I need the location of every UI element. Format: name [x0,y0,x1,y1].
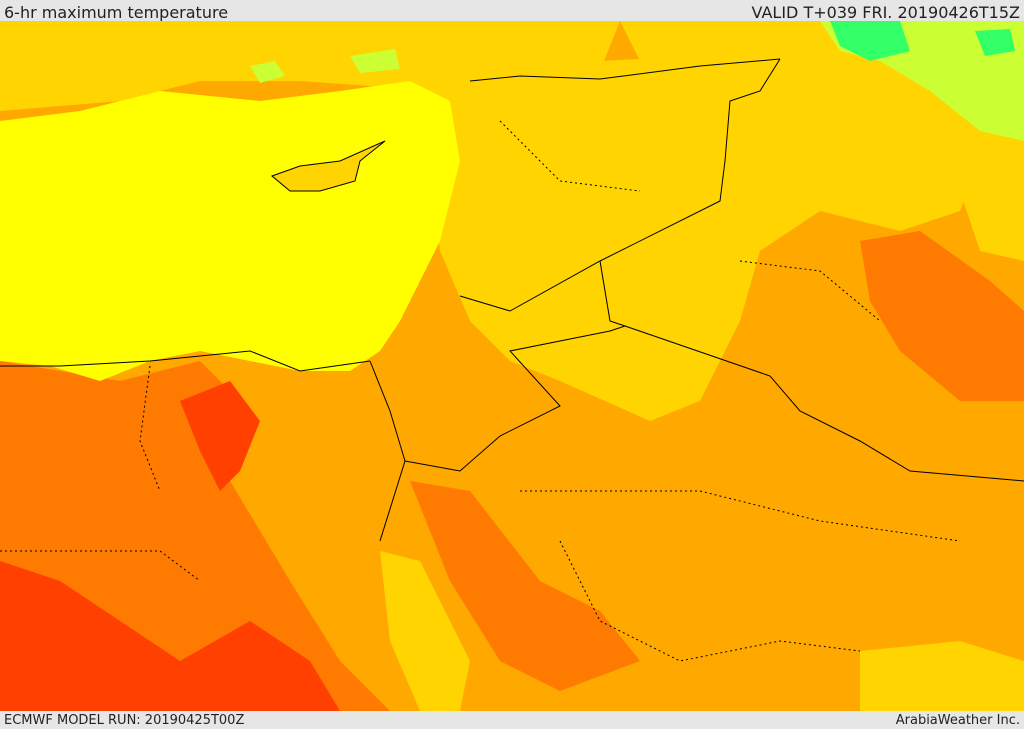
mediterranean-sea [0,81,460,381]
cold-patch-2 [975,29,1015,56]
temperature-map[interactable] [0,21,1024,711]
warm-zone-north [420,51,980,421]
very-hot-redsea [410,481,640,691]
cool-patch-2 [350,49,400,73]
map-title: 6-hr maximum temperature [4,3,229,22]
cyprus-island [271,140,386,192]
extreme-nile [180,381,260,491]
warm-southeast [860,641,1024,711]
cool-patch-1 [250,61,285,83]
footer-bar: ECMWF MODEL RUN: 20190425T00Z ArabiaWeat… [0,711,1024,729]
map-canvas [0,21,1024,711]
warm-redsea-east [380,551,470,711]
cold-patch-1 [830,21,910,61]
country-borders [0,58,1024,542]
province-borders [0,120,961,662]
extreme-south [0,561,340,711]
header-bar: 6-hr maximum temperature VALID T+039 FRI… [0,0,1024,22]
model-run-label: ECMWF MODEL RUN: 20190425T00Z [4,713,245,728]
valid-time: VALID T+039 FRI. 20190426T15Z [751,3,1020,22]
credit-label: ArabiaWeather Inc. [895,713,1020,728]
warm-zone-anatolia [0,21,620,111]
very-hot-iraq [860,231,1024,401]
